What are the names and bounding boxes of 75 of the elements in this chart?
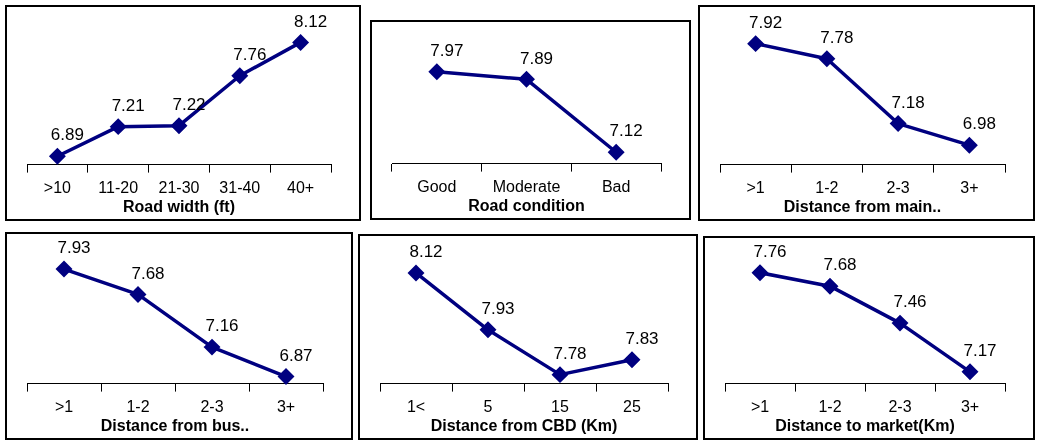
data-label: 7.97 bbox=[430, 40, 464, 60]
x-tick-label: >1 bbox=[746, 178, 765, 196]
data-label: 7.78 bbox=[553, 343, 587, 363]
data-label: 7.21 bbox=[111, 95, 145, 115]
data-label: 6.98 bbox=[962, 114, 996, 134]
data-label: 7.68 bbox=[823, 255, 857, 275]
x-axis-title: Distance to market(Km) bbox=[775, 416, 955, 434]
data-label: 7.83 bbox=[625, 328, 659, 348]
point bbox=[292, 34, 309, 51]
x-tick-label: 1-2 bbox=[815, 178, 839, 196]
x-tick-label: 2-3 bbox=[886, 178, 910, 196]
x-axis-title: Distance from CBD (Km) bbox=[430, 416, 618, 434]
point bbox=[110, 118, 126, 135]
x-tick-label: 3+ bbox=[960, 397, 980, 415]
point bbox=[171, 117, 187, 134]
point bbox=[204, 339, 220, 355]
data-label: 7.89 bbox=[519, 48, 554, 68]
point bbox=[130, 286, 146, 303]
x-axis-title: Road condition bbox=[468, 196, 585, 214]
data-label: 7.93 bbox=[57, 238, 91, 258]
point bbox=[819, 51, 835, 67]
point bbox=[822, 278, 838, 294]
data-label: 8.12 bbox=[409, 242, 443, 262]
x-axis-title: Distance from main.. bbox=[783, 197, 942, 215]
data-label: 7.78 bbox=[820, 27, 854, 47]
x-tick-label: 5 bbox=[483, 397, 493, 415]
data-label: 7.92 bbox=[749, 12, 783, 32]
x-tick-label: Good bbox=[417, 177, 457, 195]
data-label: 7.16 bbox=[205, 316, 239, 336]
point bbox=[752, 264, 768, 281]
point bbox=[408, 265, 424, 281]
x-tick-label: 1-2 bbox=[818, 397, 842, 415]
point bbox=[56, 261, 72, 277]
data-label: 7.93 bbox=[481, 298, 515, 318]
point bbox=[747, 35, 764, 52]
x-tick-label: 3+ bbox=[960, 178, 979, 196]
x-tick-label: >1 bbox=[54, 397, 74, 415]
x-tick-label: 1< bbox=[406, 397, 426, 415]
data-label: 6.87 bbox=[279, 345, 313, 365]
x-tick-label: >10 bbox=[43, 178, 72, 196]
data-label: 7.12 bbox=[609, 121, 643, 141]
point bbox=[890, 115, 906, 132]
point bbox=[892, 315, 908, 331]
x-tick-label: 25 bbox=[623, 397, 641, 415]
point bbox=[232, 67, 248, 84]
data-label: 6.89 bbox=[50, 125, 84, 145]
x-tick-label: 1-2 bbox=[126, 397, 150, 415]
point bbox=[624, 351, 640, 368]
data-label: 7.18 bbox=[891, 92, 925, 112]
point bbox=[961, 137, 978, 153]
x-tick-label: 40+ bbox=[287, 178, 315, 196]
point bbox=[480, 322, 496, 338]
x-axis-title: Distance from bus.. bbox=[100, 416, 250, 434]
point bbox=[278, 368, 294, 385]
data-label: 7.76 bbox=[233, 44, 267, 64]
x-tick-label: 31-40 bbox=[219, 178, 261, 196]
x-tick-label: Bad bbox=[601, 177, 631, 195]
data-label: 7.22 bbox=[172, 94, 206, 114]
x-tick-label: >1 bbox=[750, 397, 770, 415]
data-label: 7.46 bbox=[893, 292, 927, 312]
point bbox=[552, 366, 568, 383]
x-tick-label: 21-30 bbox=[158, 178, 200, 196]
data-label: 7.76 bbox=[753, 241, 787, 261]
data-label: 7.17 bbox=[963, 341, 997, 361]
x-tick-label: 11-20 bbox=[98, 178, 139, 196]
point bbox=[49, 148, 66, 165]
data-label: 8.12 bbox=[294, 11, 328, 31]
x-axis-title: Road width (ft) bbox=[123, 197, 235, 215]
x-tick-label: 2-3 bbox=[200, 397, 224, 415]
data-label: 7.68 bbox=[131, 263, 165, 283]
x-tick-label: 3+ bbox=[276, 397, 296, 415]
x-tick-label: 15 bbox=[551, 397, 569, 415]
point bbox=[962, 364, 978, 380]
x-tick-label: 2-3 bbox=[888, 397, 912, 415]
x-tick-label: Moderate bbox=[492, 177, 561, 195]
